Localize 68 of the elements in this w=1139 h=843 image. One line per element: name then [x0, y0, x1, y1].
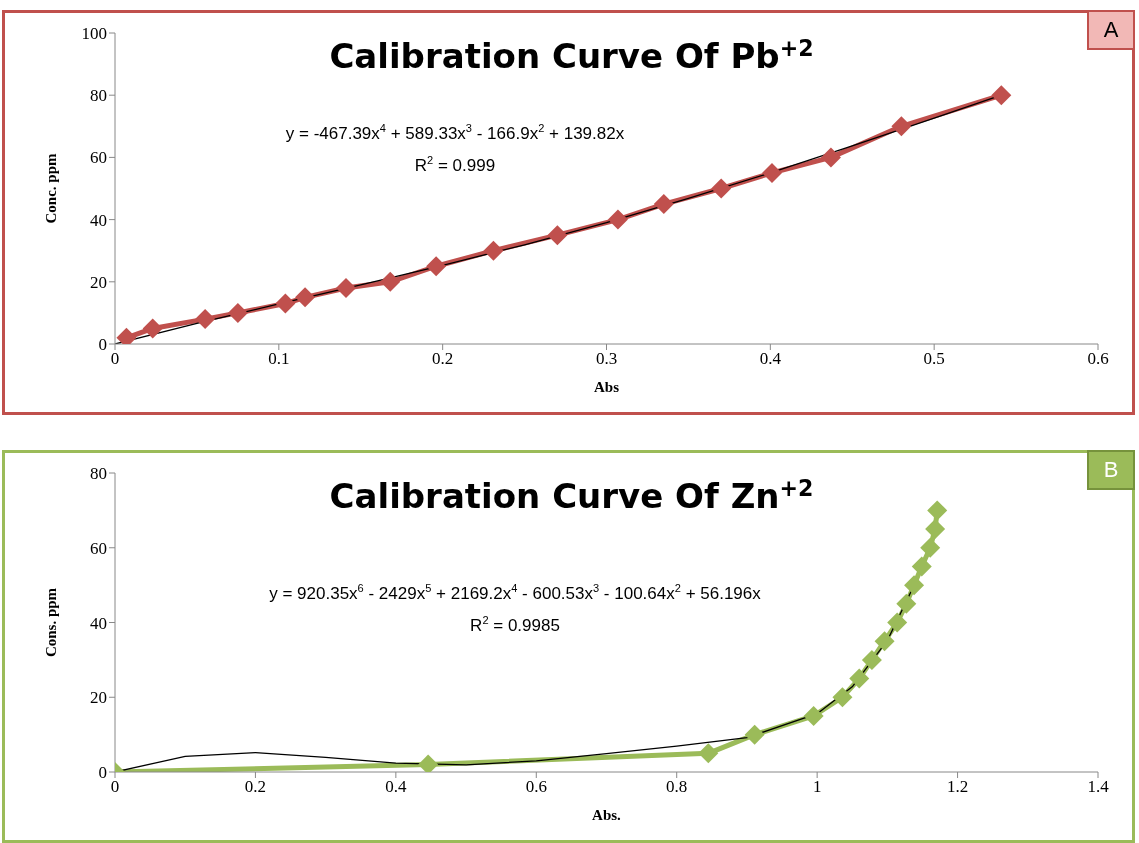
point	[653, 194, 674, 215]
point	[820, 147, 841, 168]
point	[227, 302, 248, 323]
point	[925, 519, 946, 540]
point	[483, 240, 504, 261]
x-tick-label: 0.4	[759, 349, 782, 369]
point	[911, 556, 932, 577]
x-tick-label: 0.2	[432, 349, 454, 369]
point	[336, 278, 357, 299]
point	[711, 178, 732, 199]
y-tick-label: 80	[90, 464, 107, 484]
x-tick-label: 0.8	[666, 777, 688, 797]
point	[607, 209, 628, 230]
x-tick-label: 0.1	[268, 349, 290, 369]
x-tick-label: 1.2	[946, 777, 969, 797]
point	[275, 293, 296, 314]
y-tick-label: 60	[90, 148, 107, 168]
annotation: R$^{2}$ = 0.9985	[470, 613, 560, 635]
y-tick-label: 0	[98, 763, 107, 783]
point	[896, 593, 917, 614]
x-axis-title: Abs	[593, 379, 620, 395]
y-axis-title: Conc. ppm	[43, 152, 60, 224]
y-tick-label: 100	[81, 24, 107, 44]
point	[927, 500, 948, 521]
point	[832, 687, 853, 708]
chart-title: Calibration Curve Of Pb$^{+2}$	[329, 35, 814, 77]
point	[418, 754, 439, 772]
point	[142, 318, 163, 339]
point	[426, 256, 447, 277]
x-tick-label: 0.4	[385, 777, 407, 797]
point	[891, 116, 912, 137]
x-tick-label: 0.2	[244, 777, 267, 797]
y-tick-label: 20	[90, 272, 107, 292]
y-tick-label: 80	[90, 86, 107, 106]
point	[861, 649, 882, 670]
point	[920, 537, 941, 558]
point	[991, 85, 1012, 106]
point	[887, 612, 908, 633]
point	[698, 743, 719, 764]
x-tick-label: 0.3	[595, 349, 618, 369]
y-axis-title: Cons. ppm	[43, 587, 60, 658]
point	[874, 631, 895, 652]
x-tick-label: 0.5	[923, 349, 945, 369]
text: B	[1103, 457, 1119, 483]
point	[849, 668, 870, 689]
point	[195, 309, 216, 330]
point	[380, 271, 401, 292]
y-tick-label: 20	[90, 688, 107, 708]
text: y = 920.35x$^{6}$ - 2429x$^{5}$ + 2169.2x$^{4}$ - 600.53x$^{3}$ - 100.64x$^{2}$ + 56.196x	[269, 582, 761, 603]
point	[744, 724, 765, 745]
y-tick-label: 0	[98, 335, 107, 355]
x-tick-label: 1.4	[1087, 777, 1110, 797]
y-tick-label: 40	[90, 210, 107, 230]
chart-title: Calibration Curve Of Zn$^{+2}$	[329, 475, 814, 517]
x-tick-label: 0.6	[525, 777, 547, 797]
x-tick-label: 0.6	[1087, 349, 1109, 369]
text: A	[1103, 17, 1119, 43]
point	[904, 575, 925, 596]
point	[547, 225, 568, 246]
y-tick-label: 40	[90, 613, 107, 633]
point	[761, 162, 782, 183]
point	[803, 705, 824, 726]
annotation: R$^{2}$ = 0.999	[414, 153, 496, 175]
x-tick-label: 1	[812, 777, 822, 797]
x-axis-title: Abs.	[592, 807, 622, 823]
point	[295, 287, 316, 308]
y-tick-label: 60	[90, 538, 107, 558]
annotation: y = -467.39x$^{4}$ + 589.33x$^{3}$ - 166.9x$^{2}$ + 139.82x	[285, 122, 625, 143]
